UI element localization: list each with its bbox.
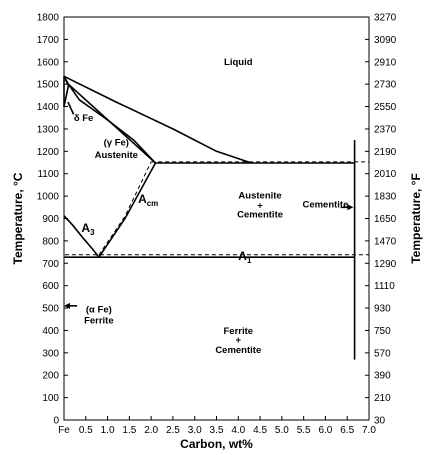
ferrite-arrow-head [64, 302, 70, 309]
annotation-a1: A1 [238, 249, 252, 265]
y-left-tick-label: 1700 [37, 35, 60, 46]
plot-frame [63, 16, 370, 421]
annotation-austenite: Austenite [95, 150, 138, 161]
x-tick-label: 5.0 [275, 425, 289, 436]
x-tick-label: Fe [58, 425, 70, 436]
y-left-tick-label: 900 [42, 214, 59, 225]
y-right-tick-label: 3090 [374, 35, 397, 46]
y-right-tick-label: 2370 [374, 124, 397, 135]
y-axis-right-title: Temperature, °F [409, 173, 423, 264]
x-tick-label: 6.0 [318, 425, 332, 436]
y-right-tick-label: 750 [374, 326, 391, 337]
y-right-tick-label: 2010 [374, 169, 397, 180]
annotation-delta-fe: δ Fe [74, 113, 94, 124]
y-right-tick-label: 390 [374, 371, 391, 382]
y-left-tick-label: 300 [42, 348, 59, 359]
x-tick-label: 3.5 [210, 425, 224, 436]
y-left-tick-label: 500 [42, 304, 59, 315]
annotation-gamma-fe: (γ Fe) [104, 138, 129, 149]
x-tick-label: 4.0 [231, 425, 245, 436]
y-left-tick-label: 1100 [37, 169, 59, 180]
x-tick-label: 2.5 [166, 425, 180, 436]
annotation-ferrite-cementite-3: Cementite [215, 345, 261, 356]
phase-line-liquidus-right [63, 75, 252, 164]
y-left-tick-label: 400 [42, 326, 59, 337]
delta-arrow-line [67, 101, 75, 115]
phase-line-a3 [63, 215, 100, 258]
x-tick-label: 5.5 [297, 425, 311, 436]
annotation-acm: Acm [138, 192, 158, 208]
cementite-arrow-head [347, 204, 354, 211]
y-left-tick-label: 0 [53, 416, 59, 427]
x-tick-label: 1.5 [122, 425, 136, 436]
annotation-ferrite: Ferrite [84, 316, 114, 327]
y-left-tick-label: 1200 [37, 147, 60, 158]
y-right-tick-label: 2550 [374, 102, 397, 113]
phase-line-solidus [67, 83, 157, 164]
y-right-tick-label: 3270 [374, 13, 397, 24]
y-left-tick-label: 1400 [37, 102, 60, 113]
x-tick-label: 0.5 [79, 425, 93, 436]
x-tick-label: 4.5 [253, 425, 267, 436]
y-axis-left-title: Temperature, °C [11, 172, 25, 264]
x-axis-title: Carbon, wt% [180, 437, 253, 451]
annotation-liquid: Liquid [224, 57, 253, 68]
y-left-tick-label: 1000 [37, 192, 60, 203]
curve-layer [63, 75, 369, 360]
y-left-tick-label: 1600 [37, 57, 60, 68]
annotation-cementite: Cementite [302, 199, 348, 210]
y-right-tick-label: 30 [374, 416, 386, 427]
annotation-austenite-cementite-2: + [257, 200, 263, 211]
y-left-tick-label: 600 [42, 281, 59, 292]
y-left-tick-label: 700 [42, 259, 59, 270]
x-tick-label: 2.0 [144, 425, 158, 436]
y-right-tick-label: 210 [374, 393, 391, 404]
y-right-tick-label: 2910 [374, 57, 397, 68]
y-right-tick-label: 1650 [374, 214, 397, 225]
y-right-tick-label: 2190 [374, 147, 397, 158]
x-tick-label: 7.0 [362, 425, 376, 436]
y-right-tick-label: 930 [374, 304, 391, 315]
y-left-tick-label: 800 [42, 236, 59, 247]
y-left-tick-label: 100 [42, 393, 59, 404]
phase-line-acm [98, 162, 157, 258]
y-right-tick-label: 1110 [374, 281, 395, 292]
y-right-tick-label: 2730 [374, 80, 397, 91]
y-left-tick-label: 1300 [37, 124, 60, 135]
annotation-a3: A3 [81, 221, 95, 237]
y-left-tick-label: 1800 [37, 13, 60, 24]
y-right-tick-label: 1290 [374, 259, 397, 270]
annotation-alpha-fe: (α Fe) [86, 305, 112, 316]
y-right-tick-label: 1830 [374, 192, 397, 203]
x-tick-label: 3.0 [188, 425, 202, 436]
x-tick-label: 6.5 [340, 425, 354, 436]
phase-line-acm-dashed [98, 161, 152, 256]
y-left-tick-label: 1500 [37, 80, 60, 91]
tick-layer: Fe 0.5 1.0 1.5 2.0 2.5 3.0 3.5 4.0 4.5 5.0 5.5 6.0 6.… [37, 13, 397, 437]
y-right-tick-label: 570 [374, 348, 391, 359]
y-left-tick-label: 200 [42, 371, 59, 382]
annotation-ferrite-cementite-2: + [236, 335, 242, 346]
annotation-austenite-cementite-3: Cementite [237, 209, 283, 220]
annotation-austenite-cementite-1: Austenite [238, 190, 281, 201]
y-right-tick-label: 1470 [374, 236, 397, 247]
annotation-ferrite-cementite-1: Ferrite [223, 326, 253, 337]
x-tick-label: 1.0 [101, 425, 115, 436]
